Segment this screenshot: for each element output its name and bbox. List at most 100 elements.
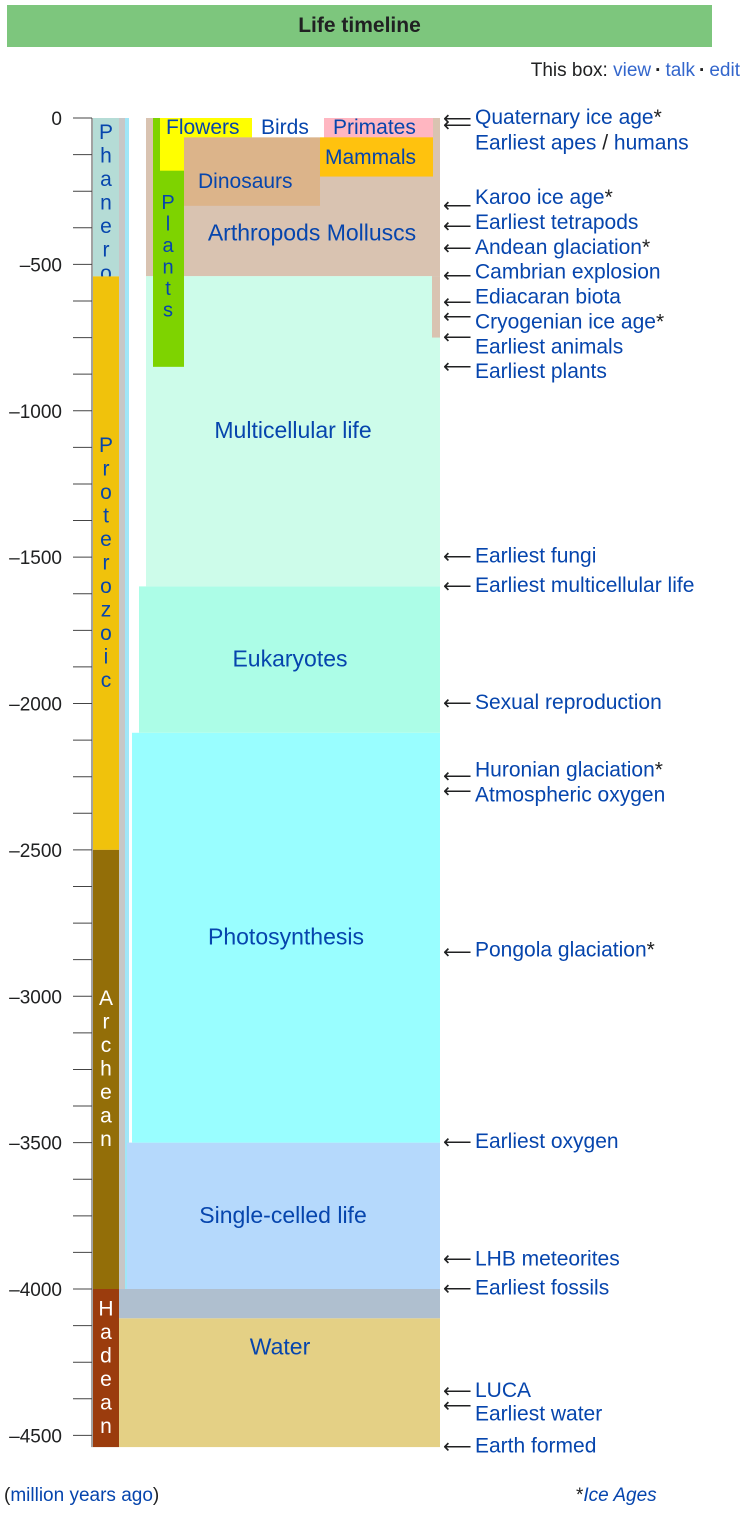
paren-close: ): [152, 1485, 160, 1506]
label-flowers: Flowers: [166, 116, 240, 139]
ice-ages-link[interactable]: Ice Ages: [583, 1485, 657, 1506]
event-arrow: ⟵: [443, 1380, 472, 1402]
event-arrow: ⟵: [443, 766, 472, 788]
label-primates: Primates: [333, 116, 416, 139]
eon-phanerozoic: [93, 118, 119, 277]
eon-archean: [93, 849, 119, 1289]
y-tick-label: –3000: [9, 987, 62, 1008]
event-arrow: ⟵: [443, 546, 472, 568]
y-tick-label: –4500: [9, 1426, 62, 1447]
group-dinosaurs: [184, 137, 320, 206]
event-arrow: ⟵: [443, 237, 472, 259]
event-label: Earliest tetrapods: [475, 211, 638, 234]
event-arrow: ⟵: [443, 306, 472, 328]
ice-ages-star: *: [576, 1485, 584, 1506]
event-arrow: ⟵: [443, 1395, 472, 1417]
y-tick-label: –500: [20, 255, 62, 276]
group-primates: [324, 118, 433, 138]
event-arrow: ⟵: [443, 114, 472, 136]
event-label: LHB meteorites: [475, 1247, 620, 1270]
band-water: [119, 1289, 440, 1319]
group-flowers-top: [160, 118, 252, 138]
event-arrow: ⟵: [443, 291, 472, 313]
eon-proterozoic: [93, 276, 119, 850]
y-tick-label: –1500: [9, 548, 62, 569]
units-footnote: (million years ago): [4, 1485, 159, 1507]
y-tick-label: –2500: [9, 841, 62, 862]
event-label: Cambrian explosion: [475, 261, 661, 284]
talk-link[interactable]: talk: [665, 60, 696, 81]
y-tick-label: –1000: [9, 402, 62, 423]
link-separator: ·: [699, 60, 706, 81]
band-photosynthesis: [132, 732, 440, 1143]
band-arthropods-tail: [432, 276, 440, 338]
event-arrow: ⟵: [443, 195, 472, 217]
y-tick-label: –3500: [9, 1134, 62, 1155]
eon-hadean: [93, 1289, 119, 1448]
event-arrow: ⟵: [443, 215, 472, 237]
event-label: Earliest animals: [475, 335, 623, 358]
paren-open: (: [4, 1485, 11, 1506]
event-label: Huronian glaciation*: [475, 758, 663, 781]
band-label-multicellular: Multicellular life: [214, 417, 371, 443]
view-link[interactable]: view: [613, 60, 652, 81]
box-links-prefix: This box:: [530, 60, 608, 81]
event-label: Sexual reproduction: [475, 691, 662, 714]
label-dinosaurs: Dinosaurs: [198, 170, 293, 193]
band-eukaryotes: [139, 586, 440, 733]
title-bar: Life timeline: [7, 5, 712, 47]
y-tick-label: –2000: [9, 695, 62, 716]
event-arrow: ⟵: [443, 356, 472, 378]
event-label: Quaternary ice age*: [475, 106, 662, 129]
band-label-photosynthesis: Photosynthesis: [208, 924, 364, 950]
event-label: Earliest fungi: [475, 545, 596, 568]
label-mammals: Mammals: [325, 146, 416, 169]
group-birds: [252, 118, 324, 138]
event-label: Cryogenian ice age*: [475, 310, 664, 333]
event-label: Pongola glaciation*: [475, 938, 655, 961]
million-years-ago-link[interactable]: million years ago: [10, 1485, 153, 1506]
event-arrow: ⟵: [443, 1278, 472, 1300]
y-tick-label: 0: [51, 109, 62, 130]
event-arrow: ⟵: [443, 1249, 472, 1271]
event-arrow: ⟵: [443, 327, 472, 349]
band-label-single_celled: Single-celled life: [199, 1202, 366, 1228]
link-separator: ·: [655, 60, 662, 81]
event-arrow: ⟵: [443, 941, 472, 963]
age-strip-grey: [119, 118, 125, 1289]
label-birds: Birds: [261, 116, 309, 139]
edit-link[interactable]: edit: [709, 60, 740, 81]
event-label: Earliest apes / humans: [475, 132, 689, 155]
event-label: Earliest oxygen: [475, 1130, 619, 1153]
band-multicellular: [146, 276, 440, 587]
event-label: Atmospheric oxygen: [475, 783, 665, 806]
event-arrow: ⟵: [443, 1436, 472, 1458]
event-arrow: ⟵: [443, 780, 472, 802]
band-label-eukaryotes: Eukaryotes: [232, 646, 347, 672]
event-label: Ediacaran biota: [475, 286, 621, 309]
chart-title: Life timeline: [298, 14, 421, 37]
age-strip-blue: [125, 118, 129, 1289]
band-label-arthropods: Arthropods Molluscs: [208, 220, 416, 246]
event-arrow: ⟵: [443, 575, 472, 597]
box-links: This box: view · talk · edit: [531, 60, 740, 82]
event-label: Earliest multicellular life: [475, 574, 694, 597]
ice-ages-footnote: *Ice Ages: [576, 1485, 657, 1507]
event-label: Andean glaciation*: [475, 236, 650, 259]
band-label-water: Water: [250, 1334, 311, 1360]
event-arrow: ⟵: [443, 1132, 472, 1154]
event-label: Earliest plants: [475, 360, 607, 383]
event-label: Earth formed: [475, 1435, 596, 1458]
event-arrow: ⟵: [443, 108, 472, 130]
event-label: Earliest fossils: [475, 1277, 609, 1300]
event-label: LUCA: [475, 1379, 531, 1402]
event-arrow: ⟵: [443, 265, 472, 287]
y-tick-label: –4000: [9, 1280, 62, 1301]
event-label: Earliest water: [475, 1402, 602, 1425]
event-arrow: ⟵: [443, 693, 472, 715]
band-single_celled: [127, 1142, 440, 1289]
